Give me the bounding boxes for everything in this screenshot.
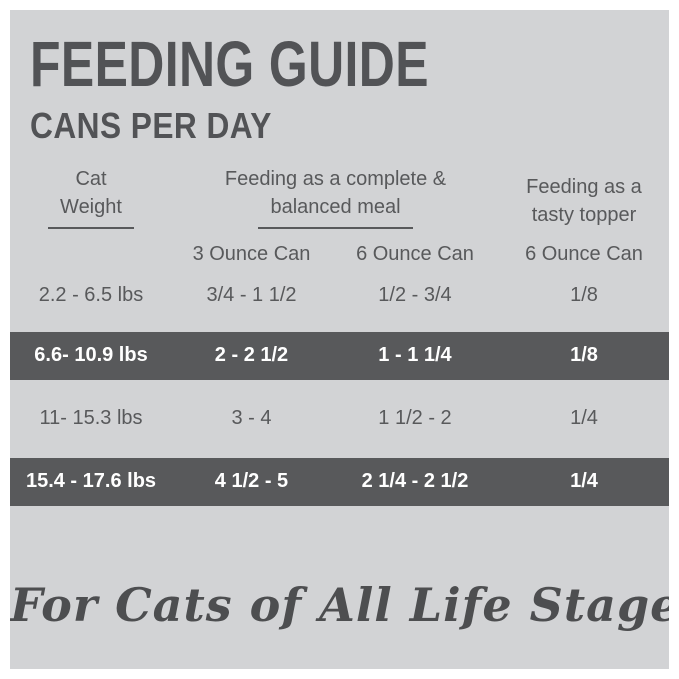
header-complete-meal-line1: Feeding as a complete & bbox=[224, 167, 447, 190]
page-title: FEEDING GUIDE bbox=[30, 28, 429, 100]
subheader-6oz-can-topper: 6 Ounce Can bbox=[525, 242, 643, 265]
header-cat-weight-line2: Weight bbox=[48, 193, 134, 229]
cell-weight: 15.4 - 17.6 lbs bbox=[25, 470, 157, 493]
cell-meal-3oz: 2 - 2 1/2 bbox=[214, 344, 289, 367]
cell-meal-3oz: 3 - 4 bbox=[231, 407, 272, 430]
header-complete-meal-line2: balanced meal bbox=[258, 193, 413, 229]
cell-meal-6oz: 1 - 1 1/4 bbox=[378, 344, 452, 367]
cell-weight: 11- 15.3 lbs bbox=[39, 407, 143, 430]
header-tasty-topper: Feeding as a tasty topper bbox=[499, 173, 669, 229]
cell-weight: 2.2 - 6.5 lbs bbox=[38, 284, 144, 307]
cell-topper-6oz: 1/8 bbox=[570, 344, 598, 367]
tagline: For Cats of All Life Stages bbox=[10, 577, 669, 632]
cell-topper-6oz: 1/8 bbox=[570, 284, 598, 307]
table-header-groups: Cat Weight Feeding as a complete & balan… bbox=[10, 165, 669, 229]
cell-meal-3oz: 3/4 - 1 1/2 bbox=[206, 284, 297, 307]
feeding-guide-panel: FEEDING GUIDE CANS PER DAY Cat Weight Fe… bbox=[10, 10, 669, 669]
header-tasty-topper-line2: tasty topper bbox=[531, 203, 637, 226]
header-cat-weight: Cat Weight bbox=[10, 165, 172, 229]
table-row-highlighted: 6.6- 10.9 lbs 2 - 2 1/2 1 - 1 1/4 1/8 bbox=[10, 331, 669, 380]
cell-topper-6oz: 1/4 bbox=[570, 407, 598, 430]
table-row: 11- 15.3 lbs 3 - 4 1 1/2 - 2 1/4 bbox=[10, 380, 669, 458]
page-subtitle: CANS PER DAY bbox=[30, 104, 272, 146]
header-cat-weight-line1: Cat bbox=[75, 167, 107, 190]
subheader-3oz-can: 3 Ounce Can bbox=[192, 242, 311, 265]
cell-meal-6oz: 2 1/4 - 2 1/2 bbox=[361, 470, 469, 493]
table-subheader-row: 3 Ounce Can 6 Ounce Can 6 Ounce Can bbox=[10, 243, 669, 266]
cell-meal-6oz: 1/2 - 3/4 bbox=[378, 284, 452, 307]
cell-meal-6oz: 1 1/2 - 2 bbox=[378, 407, 452, 430]
subheader-6oz-can: 6 Ounce Can bbox=[356, 242, 474, 265]
cell-weight: 6.6- 10.9 lbs bbox=[34, 344, 148, 367]
table-row: 2.2 - 6.5 lbs 3/4 - 1 1/2 1/2 - 3/4 1/8 bbox=[10, 270, 669, 322]
cell-topper-6oz: 1/4 bbox=[570, 470, 598, 493]
header-complete-meal: Feeding as a complete & balanced meal bbox=[172, 165, 499, 229]
feeding-table: Cat Weight Feeding as a complete & balan… bbox=[10, 165, 669, 506]
cell-meal-3oz: 4 1/2 - 5 bbox=[214, 470, 289, 493]
header-tasty-topper-line1: Feeding as a bbox=[526, 175, 642, 198]
table-row-highlighted: 15.4 - 17.6 lbs 4 1/2 - 5 2 1/4 - 2 1/2 … bbox=[10, 457, 669, 506]
